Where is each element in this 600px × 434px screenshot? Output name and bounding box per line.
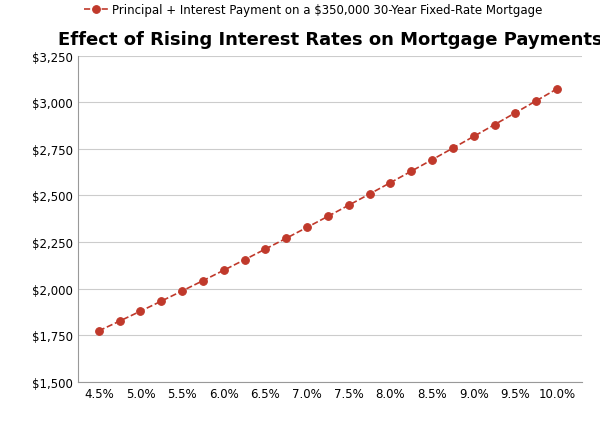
Principal + Interest Payment on a $350,000 30-Year Fixed-Rate Mortgage	[553, 87, 560, 92]
Principal + Interest Payment on a $350,000 30-Year Fixed-Rate Mortgage	[283, 236, 290, 241]
Principal + Interest Payment on a $350,000 30-Year Fixed-Rate Mortgage	[491, 123, 498, 128]
Principal + Interest Payment on a $350,000 30-Year Fixed-Rate Mortgage	[407, 169, 415, 174]
Legend: Principal + Interest Payment on a $350,000 30-Year Fixed-Rate Mortgage: Principal + Interest Payment on a $350,0…	[84, 4, 542, 16]
Line: Principal + Interest Payment on a $350,000 30-Year Fixed-Rate Mortgage: Principal + Interest Payment on a $350,0…	[95, 86, 561, 335]
Principal + Interest Payment on a $350,000 30-Year Fixed-Rate Mortgage	[199, 278, 206, 283]
Principal + Interest Payment on a $350,000 30-Year Fixed-Rate Mortgage	[533, 99, 540, 104]
Principal + Interest Payment on a $350,000 30-Year Fixed-Rate Mortgage	[116, 319, 123, 324]
Title: Effect of Rising Interest Rates on Mortgage Payments: Effect of Rising Interest Rates on Mortg…	[58, 31, 600, 49]
Principal + Interest Payment on a $350,000 30-Year Fixed-Rate Mortgage	[179, 289, 186, 294]
Principal + Interest Payment on a $350,000 30-Year Fixed-Rate Mortgage	[366, 192, 373, 197]
Principal + Interest Payment on a $350,000 30-Year Fixed-Rate Mortgage	[470, 135, 478, 140]
Principal + Interest Payment on a $350,000 30-Year Fixed-Rate Mortgage	[512, 111, 519, 116]
Principal + Interest Payment on a $350,000 30-Year Fixed-Rate Mortgage	[158, 299, 165, 304]
Principal + Interest Payment on a $350,000 30-Year Fixed-Rate Mortgage	[304, 225, 311, 230]
Principal + Interest Payment on a $350,000 30-Year Fixed-Rate Mortgage	[220, 268, 227, 273]
Principal + Interest Payment on a $350,000 30-Year Fixed-Rate Mortgage	[449, 146, 457, 151]
Principal + Interest Payment on a $350,000 30-Year Fixed-Rate Mortgage	[95, 329, 103, 334]
Principal + Interest Payment on a $350,000 30-Year Fixed-Rate Mortgage	[387, 181, 394, 186]
Principal + Interest Payment on a $350,000 30-Year Fixed-Rate Mortgage	[137, 309, 144, 314]
Principal + Interest Payment on a $350,000 30-Year Fixed-Rate Mortgage	[241, 257, 248, 263]
Principal + Interest Payment on a $350,000 30-Year Fixed-Rate Mortgage	[428, 158, 436, 163]
Principal + Interest Payment on a $350,000 30-Year Fixed-Rate Mortgage	[345, 203, 352, 208]
Principal + Interest Payment on a $350,000 30-Year Fixed-Rate Mortgage	[325, 214, 332, 220]
Principal + Interest Payment on a $350,000 30-Year Fixed-Rate Mortgage	[262, 247, 269, 252]
